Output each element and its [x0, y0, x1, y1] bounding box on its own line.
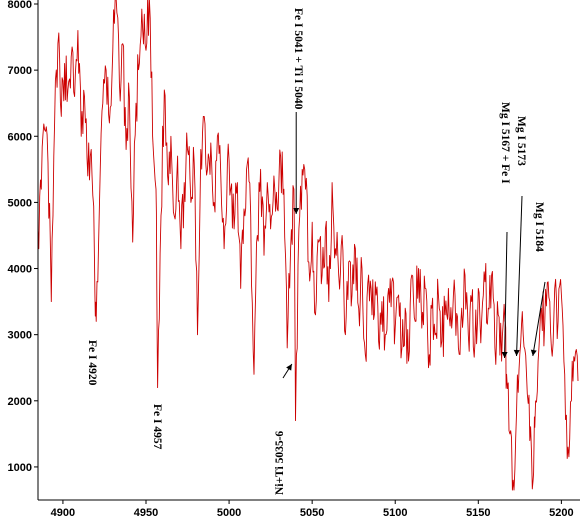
annotation-mg-5173-arrow-line	[516, 195, 523, 357]
y-tick-label: 1000	[8, 462, 32, 474]
y-tick-label: 3000	[8, 330, 32, 342]
annotation-fe-4920: Fe I 4920	[86, 340, 98, 386]
y-tick-label: 6000	[8, 131, 32, 143]
annotation-mg-5184: Mg I 5184	[533, 202, 545, 252]
annotation-mg-5184-arrow-line	[532, 281, 546, 357]
x-tick-label: 4900	[51, 507, 75, 519]
spectrum-line-0	[37, 0, 579, 491]
x-tick-label: 5000	[217, 507, 241, 519]
x-tick-label: 5050	[300, 507, 324, 519]
x-tick-label: 5200	[549, 507, 573, 519]
annotations: Fe I 4920 Fe I 4957 Fe I 5041 + Ti I 5040 N…	[86, 8, 546, 495]
annotation-mg-5167-arrow-head	[501, 351, 508, 358]
annotation-mg-5173: Mg I 5173	[515, 116, 527, 166]
x-tick-label: 4950	[134, 507, 158, 519]
annotation-ni-ti-5035: Ni+Ti 5035-6	[274, 431, 286, 495]
y-tick-label: 2000	[8, 396, 32, 408]
annotation-mg-5167-arrow-line	[504, 231, 508, 359]
y-tick-label: 4000	[8, 264, 32, 276]
y-tick-label: 7000	[8, 65, 32, 77]
annotation-mg-5173-arrow-head	[513, 349, 520, 356]
annotation-mg-5184-arrow-head	[530, 349, 537, 356]
annotation-fe-5041-arrow-head	[293, 208, 300, 214]
annotation-fe-4957: Fe I 4957	[151, 404, 163, 450]
axes: 1000 2000 3000 4000 5000 6000 7000 8000 4900 4950…	[8, 0, 580, 519]
plot-area	[37, 0, 579, 491]
y-tick-label: 8000	[8, 0, 32, 11]
annotation-mg-5167-fe: Mg I 5167 + Fe I	[499, 102, 511, 184]
annotation-ni-ti-arrow-head	[286, 364, 292, 371]
x-tick-label: 5100	[383, 507, 407, 519]
annotation-fe-5041-ti-5040: Fe I 5041 + Ti I 5040	[292, 8, 304, 110]
x-tick-label: 5150	[466, 507, 490, 519]
y-tick-label: 5000	[8, 197, 32, 209]
